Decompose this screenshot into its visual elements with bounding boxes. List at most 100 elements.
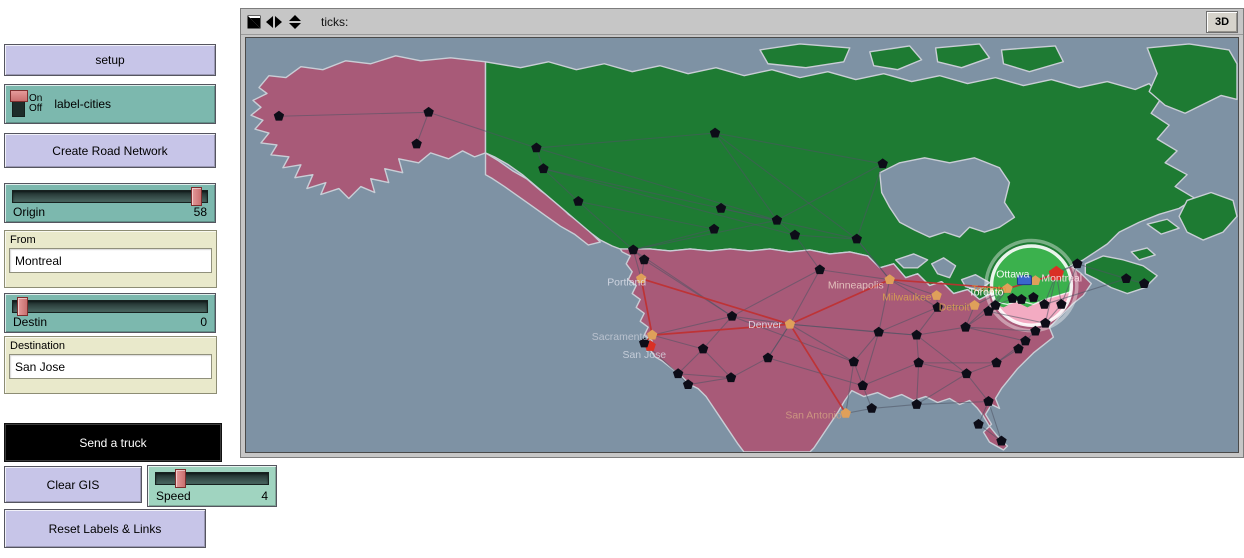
clear-gis-label: Clear GIS bbox=[46, 477, 100, 492]
city-node bbox=[1016, 294, 1027, 304]
road-link bbox=[819, 269, 890, 281]
city-node bbox=[873, 326, 884, 337]
destination-input-widget: Destination San Jose bbox=[4, 336, 217, 394]
route-city-node bbox=[1030, 275, 1041, 286]
setup-button[interactable]: setup bbox=[4, 44, 216, 76]
vertical-arrows-icon[interactable] bbox=[287, 14, 303, 30]
road-link bbox=[1044, 273, 1057, 324]
highlighted-city-node bbox=[1048, 265, 1064, 281]
speed-slider[interactable]: Speed 4 bbox=[147, 465, 277, 507]
road-link bbox=[416, 112, 430, 145]
road-link bbox=[916, 373, 967, 405]
city-node bbox=[983, 305, 994, 316]
city-node bbox=[789, 229, 801, 240]
city-node bbox=[996, 435, 1007, 446]
arctic-island bbox=[1000, 45, 1065, 73]
city-node bbox=[851, 233, 862, 244]
city-node bbox=[708, 223, 720, 234]
city-label: Portland bbox=[607, 278, 646, 289]
alaska-region bbox=[250, 55, 487, 200]
city-label: Toronto bbox=[969, 288, 1004, 299]
road-link bbox=[965, 326, 1036, 332]
city-node bbox=[814, 264, 826, 275]
city-node bbox=[983, 396, 994, 406]
lake-superior bbox=[894, 253, 929, 269]
from-input-value: Montreal bbox=[15, 253, 62, 268]
arctic-island bbox=[759, 43, 851, 69]
road-link bbox=[543, 168, 579, 202]
road-link bbox=[652, 334, 704, 350]
city-node bbox=[273, 110, 285, 121]
arctic-island bbox=[869, 45, 923, 71]
destination-input[interactable]: San Jose bbox=[9, 354, 212, 379]
arctic-island bbox=[934, 43, 991, 69]
switch-track-icon[interactable] bbox=[10, 90, 28, 117]
road-link bbox=[1044, 278, 1127, 305]
switch-knob[interactable] bbox=[10, 90, 28, 102]
city-node bbox=[573, 195, 584, 206]
road-link bbox=[688, 377, 732, 386]
destin-slider[interactable]: Destin 0 bbox=[4, 293, 216, 333]
city-label: Denver bbox=[748, 320, 782, 331]
reset-labels-links-button[interactable]: Reset Labels & Links bbox=[4, 509, 206, 548]
road-link bbox=[536, 147, 778, 221]
3d-view-button[interactable]: 3D bbox=[1206, 11, 1238, 33]
city-node bbox=[423, 106, 434, 117]
city-node bbox=[866, 402, 877, 413]
city-node bbox=[1056, 298, 1067, 309]
road-link bbox=[278, 111, 429, 117]
city-node bbox=[961, 368, 972, 379]
city-label: Ottawa bbox=[996, 270, 1029, 281]
road-link bbox=[702, 348, 732, 379]
route-link bbox=[789, 278, 891, 326]
horizontal-arrows-icon[interactable] bbox=[265, 15, 283, 29]
create-road-network-button[interactable]: Create Road Network bbox=[4, 133, 216, 168]
speed-slider-knob[interactable] bbox=[174, 469, 186, 488]
route-city-node bbox=[646, 329, 658, 340]
city-node bbox=[1040, 317, 1051, 328]
label-cities-switch[interactable]: On Off label-cities bbox=[4, 84, 216, 124]
city-node bbox=[1121, 273, 1132, 284]
road-link bbox=[878, 306, 938, 333]
city-labels: Portland Sacramento San Jose Denver Minneapo… bbox=[592, 270, 1082, 422]
road-link bbox=[937, 304, 975, 308]
world-view-canvas[interactable]: Portland Sacramento San Jose Denver Minneapo… bbox=[245, 37, 1239, 453]
road-link bbox=[677, 348, 704, 375]
route-link bbox=[640, 277, 791, 326]
road-link bbox=[731, 315, 854, 363]
view-titlebar: ticks: 3D bbox=[241, 9, 1243, 35]
city-node bbox=[911, 329, 922, 340]
destin-slider-knob[interactable] bbox=[16, 297, 28, 316]
city-label: Minneapolis bbox=[828, 281, 884, 292]
destin-slider-label: Destin bbox=[13, 315, 48, 329]
from-input[interactable]: Montreal bbox=[9, 248, 212, 273]
origin-slider-track[interactable] bbox=[12, 187, 208, 206]
send-a-truck-button[interactable]: Send a truck bbox=[4, 423, 222, 462]
road-link bbox=[714, 132, 883, 165]
destin-slider-track[interactable] bbox=[12, 297, 208, 316]
destination-input-label: Destination bbox=[10, 340, 66, 352]
road-link bbox=[789, 269, 821, 325]
road-link bbox=[916, 307, 939, 336]
origin-slider-knob[interactable] bbox=[190, 187, 202, 206]
city-node bbox=[1020, 335, 1031, 346]
from-input-widget: From Montreal bbox=[4, 230, 217, 288]
road-link bbox=[633, 228, 715, 251]
city-label: Detroit bbox=[939, 302, 970, 313]
road-link bbox=[767, 323, 791, 359]
from-input-label: From bbox=[10, 234, 36, 246]
route-city-node bbox=[784, 318, 796, 329]
road-link bbox=[643, 259, 733, 317]
city-node bbox=[725, 372, 737, 383]
road-link bbox=[720, 207, 857, 240]
lake-michigan-huron bbox=[930, 257, 957, 279]
origin-slider[interactable]: Origin 58 bbox=[4, 183, 216, 223]
speed-slider-label: Speed bbox=[156, 489, 191, 503]
truck-agent bbox=[1016, 275, 1032, 286]
clear-gis-button[interactable]: Clear GIS bbox=[4, 466, 142, 503]
road-link bbox=[578, 200, 715, 230]
route-link bbox=[889, 278, 1008, 290]
zoom-icon[interactable] bbox=[247, 15, 261, 29]
speed-slider-track[interactable] bbox=[155, 469, 269, 488]
create-road-network-label: Create Road Network bbox=[52, 143, 168, 158]
